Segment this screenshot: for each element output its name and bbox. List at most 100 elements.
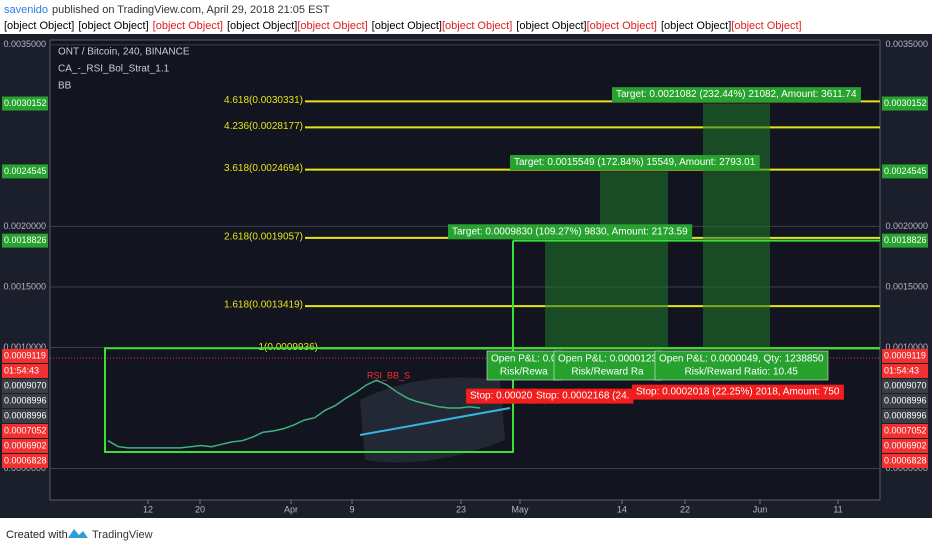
- price-tag-box: [2, 96, 48, 111]
- footer: Created with TradingView: [6, 529, 153, 541]
- x-tick-label: 20: [195, 504, 205, 514]
- quote-part: [object Object]: [587, 20, 657, 32]
- fib-label: 3.618(0.0024694): [224, 163, 303, 174]
- price-tag-right: 0.0018826: [884, 235, 927, 245]
- quote-part: [object Object]: [4, 20, 74, 32]
- price-tag-box: [882, 379, 928, 393]
- stacked-price-left: 01:54:43: [4, 365, 39, 375]
- stacked-price-right: 0.0006902: [884, 440, 927, 450]
- price-tag-left: 0.0018826: [4, 235, 47, 245]
- price-tag-box: [882, 349, 928, 363]
- fib-label: 1.618(0.0013419): [224, 300, 303, 311]
- stop-label: Stop: 0.0002018 (22.25%) 2018, Amount: 7…: [636, 387, 840, 398]
- stacked-price-left: 0.0006902: [4, 440, 47, 450]
- y-tick-label-right: 0.0020000: [885, 221, 928, 231]
- price-tag-box: [2, 409, 48, 423]
- x-tick-label: 11: [833, 504, 842, 514]
- published: published on TradingView.com, April 29, …: [52, 4, 330, 16]
- y-tick-label: 0.0035000: [3, 39, 46, 49]
- price-tag-box: [882, 233, 928, 248]
- footer-created: Created with: [6, 529, 68, 541]
- price-tag-left: 0.0030152: [4, 98, 47, 108]
- price-tag-box: [2, 379, 48, 393]
- stop-label: Stop: 0.0002168 (24.: [536, 391, 629, 402]
- price-tag-box: [882, 394, 928, 408]
- stop-label: Stop: 0.00020: [470, 391, 533, 402]
- stacked-price-right: 0.0008996: [884, 395, 927, 405]
- pnl-box: [486, 350, 562, 381]
- stacked-price-left: 0.0006828: [4, 455, 47, 465]
- x-tick-label: Apr: [284, 504, 298, 514]
- trend-line: [359, 407, 511, 436]
- y-tick-label-right: 0.0015000: [885, 281, 928, 291]
- x-tick-label: 22: [680, 504, 690, 514]
- stacked-price-right: 01:54:43: [884, 365, 919, 375]
- quote-part: [object Object]: [516, 20, 586, 32]
- quote-part: [object Object]: [153, 20, 223, 32]
- y-tick-label-right: 0.0010000: [885, 342, 928, 352]
- stacked-price-left: 0.0008996: [4, 410, 47, 420]
- y-tick-label-right: 0.0035000: [885, 39, 928, 49]
- stacked-price-left: 0.0009070: [4, 380, 47, 390]
- quote-part: [object Object]: [372, 20, 442, 32]
- price-tag-right: 0.0024545: [884, 166, 927, 176]
- legend-text: BB: [58, 81, 72, 92]
- target-zone: [600, 171, 668, 349]
- price-tag-box: [882, 424, 928, 438]
- price-tag-box: [2, 164, 48, 179]
- label-box: [510, 155, 760, 171]
- target-label: Target: 0.0009830 (109.27%) 9830, Amount…: [452, 226, 688, 237]
- open-pnl: Open P&L: 0.0000049, Qty: 1238850 Risk/Re…: [654, 350, 829, 381]
- price-tag-box: [2, 364, 48, 378]
- quote-part: [object Object]: [297, 20, 367, 32]
- pnl-line: Risk/Rewa: [500, 367, 548, 378]
- footer-brand: TradingView: [92, 529, 153, 541]
- pnl-box: [553, 350, 662, 381]
- quote-part: [object Object]: [731, 20, 801, 32]
- price-tag-box: [882, 439, 928, 453]
- quote-line: [object Object] [object Object] [object Ob…: [4, 20, 802, 32]
- price-line: [107, 379, 481, 449]
- label-box: [632, 384, 844, 400]
- price-tag-box: [882, 454, 928, 468]
- header-line: savenido published on TradingView.com, Ap…: [4, 4, 330, 16]
- x-tick-label: 23: [456, 504, 466, 514]
- label-box: [466, 388, 537, 404]
- legend-text: CA_-_RSI_Bol_Strat_1.1: [58, 64, 170, 75]
- price-tag-box: [2, 349, 48, 363]
- y-tick-label: 0.0020000: [3, 221, 46, 231]
- chart-layer: 0.0035000 0.0035000 0.0020000 0.0020000 0.00…: [2, 39, 928, 514]
- pnl-line: Risk/Reward Ratio: 10.45: [685, 367, 799, 378]
- stacked-price-right: 0.0007052: [884, 425, 927, 435]
- pnl-line: Open P&L: 0.0000123: [558, 354, 657, 365]
- x-tick-label: 12: [143, 504, 153, 514]
- x-tick-label: 9: [349, 504, 354, 514]
- fib-label: 4.236(0.0028177): [224, 121, 303, 132]
- pnl-box: [654, 350, 829, 381]
- pnl-line: Open P&L: 0.0000049, Qty: 1238850: [659, 354, 824, 365]
- author: savenido: [4, 4, 48, 16]
- price-tag-right: 0.0030152: [884, 98, 927, 108]
- x-tick-label: Jun: [753, 504, 768, 514]
- quote-part: [object Object]: [442, 20, 512, 32]
- stacked-price-left: 0.0008996: [4, 395, 47, 405]
- open-pnl: Open P&L: 0.0000123 Risk/Reward Ra: [553, 350, 662, 381]
- stacked-price-right: 0.0009070: [884, 380, 927, 390]
- quote-part: [object Object]: [227, 20, 297, 32]
- price-tag-left: 0.0024545: [4, 166, 47, 176]
- label-box: [612, 87, 861, 103]
- stacked-price-left: 0.0007052: [4, 425, 47, 435]
- open-pnl: Open P&L: 0.0 Risk/Rewa: [486, 350, 562, 381]
- fib-label: 2.618(0.0019057): [224, 231, 303, 242]
- label-box: [448, 224, 693, 240]
- price-tag-box: [2, 233, 48, 248]
- target-zone: [545, 240, 600, 349]
- stacked-price-right: 0.0008996: [884, 410, 927, 420]
- signal-label: RSI_BB_S: [367, 370, 410, 380]
- price-tag-box: [2, 454, 48, 468]
- price-tag-box: [882, 96, 928, 111]
- price-tag-box: [2, 439, 48, 453]
- y-tick-label: 0.0010000: [3, 342, 46, 352]
- price-tag-box: [882, 164, 928, 179]
- price-tag-box: [882, 364, 928, 378]
